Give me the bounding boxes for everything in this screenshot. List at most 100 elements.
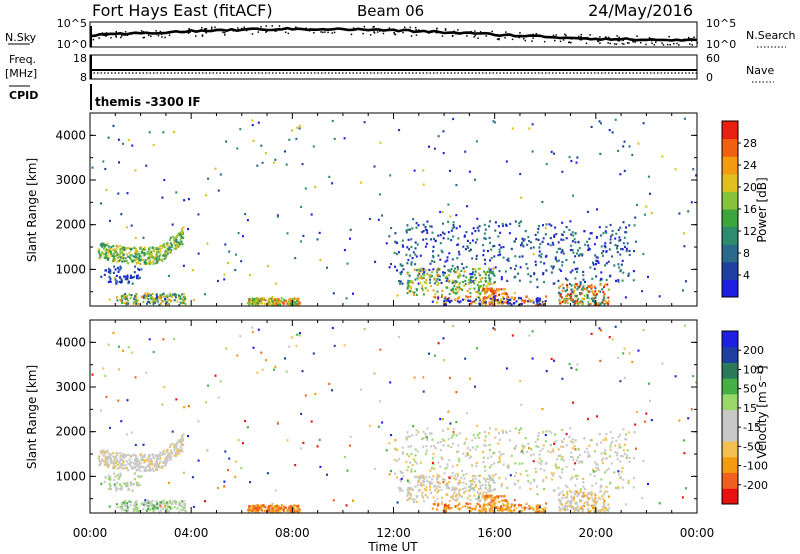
power-mark xyxy=(534,233,537,236)
power-mark xyxy=(570,233,573,236)
velocity-mark xyxy=(532,460,535,463)
velocity-mark xyxy=(166,459,169,462)
velocity-mark xyxy=(132,466,135,469)
power-mark xyxy=(115,254,118,257)
power-mark xyxy=(582,286,585,289)
power-mark xyxy=(412,281,414,284)
velocity-mark xyxy=(300,412,303,415)
velocity-mark xyxy=(131,351,134,354)
power-mark xyxy=(150,297,153,300)
nsky-dot xyxy=(142,36,144,39)
power-mark xyxy=(182,226,185,229)
velocity-mark xyxy=(152,510,155,513)
velocity-mark xyxy=(160,509,162,512)
power-mark xyxy=(106,257,109,260)
velocity-mark xyxy=(604,437,607,440)
velocity-mark xyxy=(135,500,138,503)
power-mark xyxy=(455,280,458,283)
power-mark xyxy=(515,300,518,303)
velocity-mark xyxy=(152,456,155,459)
nsky-dot xyxy=(278,27,280,30)
velocity-mark xyxy=(143,453,146,456)
power-mark xyxy=(389,174,392,177)
power-mark xyxy=(552,243,555,246)
power-mark xyxy=(439,210,442,214)
velocity-mark xyxy=(478,432,481,435)
power-mark xyxy=(586,210,589,213)
velocity-mark xyxy=(122,349,124,352)
nsky-dot xyxy=(285,28,287,30)
power-mark xyxy=(161,196,164,199)
velocity-mark xyxy=(635,447,637,450)
power-mark xyxy=(493,295,496,298)
velocity-mark xyxy=(522,446,525,449)
nsky-dot xyxy=(568,41,570,44)
power-mark xyxy=(441,231,444,234)
power-mark xyxy=(566,301,569,304)
power-mark xyxy=(265,152,267,155)
velocity-mark xyxy=(139,462,142,465)
power-mark xyxy=(443,297,446,300)
velocity-mark xyxy=(478,509,481,512)
nsky-dot xyxy=(693,36,695,38)
velocity-mark xyxy=(445,506,448,509)
velocity-mark xyxy=(520,427,523,430)
velocity-mark xyxy=(518,431,521,434)
power-mark xyxy=(457,297,460,300)
power-mark xyxy=(600,252,603,255)
ytick-label: 3000 xyxy=(55,380,86,394)
power-mark xyxy=(448,274,451,277)
nsky-dot xyxy=(363,25,366,28)
nsky-dot xyxy=(210,28,213,30)
velocity-mark xyxy=(113,462,116,466)
nsky-dot xyxy=(245,29,248,32)
power-mark xyxy=(153,299,156,302)
velocity-mark xyxy=(457,457,460,460)
velocity-mark xyxy=(161,453,164,456)
velocity-mark xyxy=(584,487,586,491)
velocity-mark xyxy=(552,450,555,453)
power-mark xyxy=(488,236,491,239)
velocity-mark xyxy=(564,484,567,487)
power-mark xyxy=(447,231,450,234)
power-mark xyxy=(531,150,534,153)
velocity-mark xyxy=(109,426,111,429)
power-mark xyxy=(609,238,612,241)
velocity-mark xyxy=(127,489,130,492)
power-mark xyxy=(450,268,453,271)
velocity-mark xyxy=(453,498,456,501)
power-mark xyxy=(484,273,487,276)
power-mark xyxy=(134,251,136,255)
power-mark xyxy=(617,228,620,232)
power-mark xyxy=(146,258,149,261)
velocity-mark xyxy=(514,447,516,450)
power-mark xyxy=(286,232,289,235)
xtick-label: 04:00 xyxy=(174,526,209,540)
velocity-mark xyxy=(293,510,296,513)
velocity-mark xyxy=(453,477,456,480)
velocity-mark xyxy=(150,460,153,463)
velocity-mark xyxy=(576,490,578,493)
nsky-dot xyxy=(474,34,476,37)
power-mark xyxy=(406,272,409,276)
power-mark xyxy=(444,297,447,300)
power-mark xyxy=(395,241,398,244)
velocity-mark xyxy=(461,469,464,473)
velocity-mark xyxy=(248,505,251,508)
power-mark xyxy=(168,293,171,296)
nsky-dot xyxy=(430,30,432,32)
power-mark xyxy=(257,121,260,124)
power-mark xyxy=(173,131,176,134)
nsky-dot xyxy=(103,33,105,35)
power-mark xyxy=(108,275,111,278)
power-mark xyxy=(429,275,432,278)
velocity-mark xyxy=(469,499,472,502)
velocity-mark xyxy=(155,458,158,461)
power-mark xyxy=(101,251,104,254)
velocity-mark xyxy=(692,375,695,378)
power-mark xyxy=(123,275,125,278)
velocity-mark xyxy=(482,504,485,508)
velocity-mark xyxy=(481,496,484,499)
power-mark xyxy=(685,280,687,283)
velocity-mark xyxy=(606,490,609,493)
